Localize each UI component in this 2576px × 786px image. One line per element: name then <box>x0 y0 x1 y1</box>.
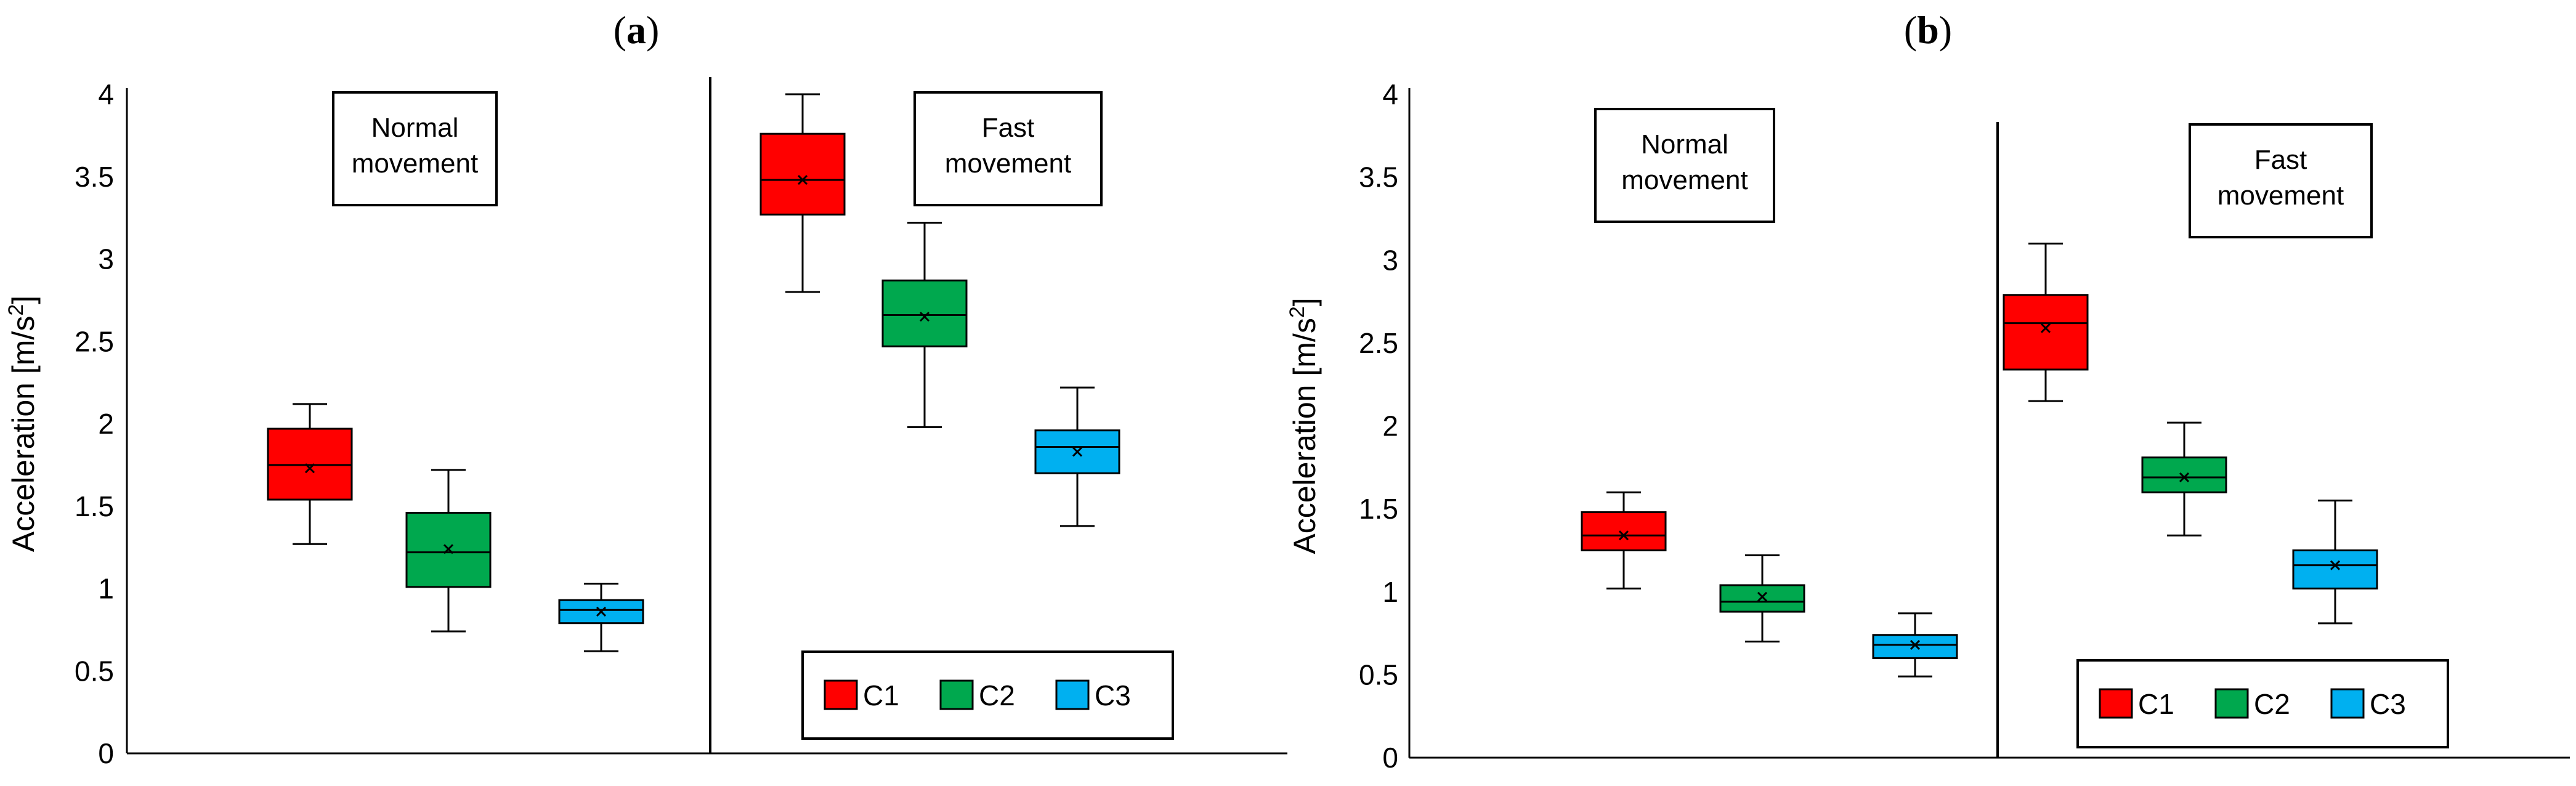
box-C1-0 <box>267 403 353 545</box>
group-label-text: movement <box>1621 165 1748 195</box>
mean-marker <box>797 175 808 185</box>
mean-marker <box>1910 639 1921 650</box>
box-C3-1 <box>1034 386 1120 527</box>
legend-frame <box>801 650 1174 740</box>
box-iqr <box>2003 294 2089 371</box>
group-label-text: movement <box>945 148 1071 179</box>
y-axis-label-superscript: 2 <box>1286 306 1309 318</box>
box-C2-1 <box>881 222 968 428</box>
box-C1-0 <box>1581 491 1667 590</box>
legend-label-C1: C1 <box>863 679 899 711</box>
legend: C1 C2 C3 <box>2076 659 2449 748</box>
y-tick-label: 2.5 <box>75 325 114 357</box>
y-tick-label: 1.5 <box>75 490 114 522</box>
y-tick-label: 1.5 <box>1359 493 1398 525</box>
legend-swatch-C3 <box>1055 679 1090 710</box>
box-iqr <box>881 279 968 347</box>
y-tick-label: 3 <box>98 243 114 275</box>
y-axis-label-superscript: 2 <box>4 304 28 316</box>
y-axis-label: Acceleration [m/s2] <box>4 296 41 552</box>
y-tick-label: 4 <box>1382 78 1398 110</box>
panel-label: (a) <box>614 8 660 52</box>
legend-label-C2: C2 <box>2254 688 2290 720</box>
box-C1-1 <box>2003 242 2089 402</box>
y-tick-label: 2 <box>1382 410 1398 442</box>
legend-frame <box>2076 659 2449 748</box>
y-tick-label: 0.5 <box>75 655 114 687</box>
box-C1-1 <box>759 93 846 293</box>
box-C2-0 <box>1719 554 1805 643</box>
y-tick-label: 1 <box>1382 576 1398 608</box>
box-iqr <box>2141 456 2227 493</box>
y-tick-label: 4 <box>98 78 114 110</box>
legend-swatch-C3 <box>2330 688 2365 719</box>
y-tick-label: 1 <box>98 573 114 605</box>
mean-marker <box>2179 472 2190 483</box>
legend-swatch-C2 <box>939 679 974 710</box>
mean-marker <box>1072 447 1083 457</box>
panel-label-part: ) <box>1939 8 1952 52</box>
legend: C1 C2 C3 <box>801 650 1174 740</box>
y-axis-label-part: Acceleration [m/s <box>1287 318 1322 554</box>
legend-swatch-C1 <box>2099 688 2133 719</box>
group-label-box <box>1594 108 1775 223</box>
panel-label-part: ) <box>646 8 659 52</box>
box-C2-1 <box>2141 421 2227 537</box>
box-iqr <box>1581 511 1667 551</box>
mean-marker <box>304 463 315 474</box>
legend-label-C3: C3 <box>1095 679 1131 711</box>
panel-label-part: b <box>1917 8 1939 52</box>
y-tick-label: 3.5 <box>1359 161 1398 193</box>
group-label-text: movement <box>352 148 478 179</box>
group-label-text: Normal <box>371 113 459 143</box>
mean-marker <box>2040 323 2051 333</box>
box-iqr <box>2292 549 2378 590</box>
group-label-text: movement <box>2218 180 2344 211</box>
mean-marker <box>443 544 454 554</box>
mean-marker <box>2330 560 2341 570</box>
legend-label-C1: C1 <box>2138 688 2174 720</box>
group-label-box <box>2189 123 2373 238</box>
group-label-text: Fast <box>982 113 1035 143</box>
box-iqr <box>759 132 846 216</box>
box-C2-0 <box>405 469 492 633</box>
box-iqr <box>1719 584 1805 613</box>
y-axis-label-part: Acceleration [m/s <box>6 316 41 552</box>
mean-marker <box>1757 591 1768 602</box>
y-tick-label: 3 <box>1382 244 1398 276</box>
y-tick-label: 2 <box>98 408 114 440</box>
mean-marker <box>919 312 930 322</box>
panel-label: (b) <box>1904 8 1952 52</box>
mean-marker <box>1618 530 1629 541</box>
y-axis-label-part: ] <box>1287 298 1322 306</box>
box-C3-1 <box>2292 500 2378 625</box>
mean-marker <box>596 606 607 617</box>
box-iqr <box>1872 634 1958 659</box>
legend-swatch-C2 <box>2214 688 2249 719</box>
panel-label-part: ( <box>614 8 626 52</box>
y-axis-label: Acceleration [m/s2] <box>1286 298 1322 554</box>
box-C3-0 <box>1872 612 1958 678</box>
y-tick-label: 2.5 <box>1359 327 1398 359</box>
y-tick-label: 0.5 <box>1359 658 1398 691</box>
y-tick-label: 0 <box>1382 742 1398 774</box>
group-label-box <box>332 91 498 206</box>
y-tick-label: 3.5 <box>75 161 114 193</box>
group-label-text: Fast <box>2254 145 2307 175</box>
legend-swatch-C1 <box>824 679 858 710</box>
panel-label-part: a <box>626 8 646 52</box>
legend-label-C3: C3 <box>2370 688 2406 720</box>
y-tick-label: 0 <box>98 737 114 769</box>
group-label-text: Normal <box>1641 129 1728 160</box>
y-axis-label-part: ] <box>6 296 41 304</box>
panel-label-part: ( <box>1904 8 1917 52</box>
legend-label-C2: C2 <box>979 679 1015 711</box>
group-label-box <box>913 91 1103 206</box>
box-C3-0 <box>558 582 644 652</box>
